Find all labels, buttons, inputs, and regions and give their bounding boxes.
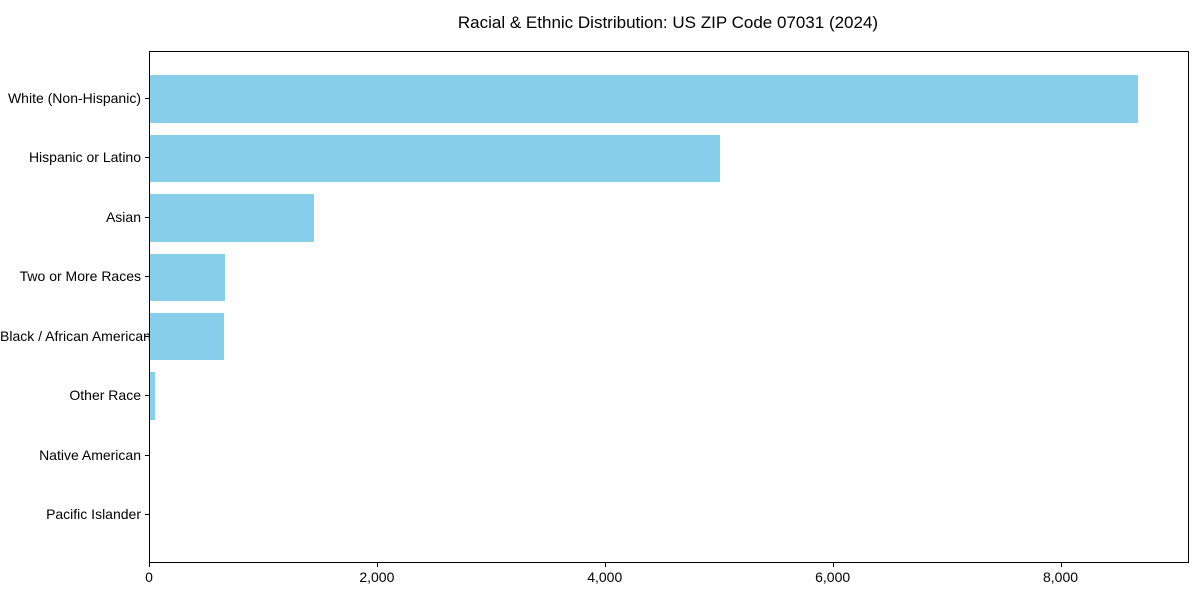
y-tick-mark — [145, 395, 149, 397]
x-tick-label: 6,000 — [815, 569, 851, 585]
y-tick-mark — [145, 276, 149, 278]
x-tick-mark — [832, 563, 834, 567]
y-tick-mark — [145, 157, 149, 159]
chart-title: Racial & Ethnic Distribution: US ZIP Cod… — [457, 13, 879, 32]
y-tick-label: Two or More Races — [19, 268, 141, 285]
y-tick-mark — [145, 454, 149, 456]
y-tick-mark — [145, 335, 149, 337]
x-tick-label: 2,000 — [359, 569, 395, 585]
y-tick-mark — [145, 216, 149, 218]
y-tick-label: Hispanic or Latino — [28, 149, 141, 166]
y-tick-label: White (Non-Hispanic) — [7, 89, 141, 106]
bar — [150, 75, 1139, 123]
y-tick-mark — [145, 97, 149, 99]
x-tick-mark — [149, 563, 150, 567]
x-tick-mark — [1060, 563, 1062, 567]
bar — [150, 372, 155, 420]
bar — [150, 253, 225, 302]
x-tick-mark — [604, 563, 606, 567]
x-tick-label: 4,000 — [587, 569, 623, 585]
bar — [150, 194, 315, 242]
plot-area — [149, 51, 1189, 563]
y-tick-mark — [145, 514, 149, 516]
y-tick-label: Other Race — [69, 387, 141, 404]
y-tick-label: Native American — [39, 446, 141, 463]
y-tick-label: Black / African American — [0, 327, 151, 344]
x-tick-label: 0 — [145, 569, 153, 585]
y-tick-label: Pacific Islander — [46, 506, 141, 523]
x-tick-label: 8,000 — [1042, 569, 1079, 585]
bar — [150, 312, 225, 361]
bar — [150, 134, 720, 183]
y-tick-label: Asian — [105, 208, 141, 225]
x-tick-mark — [376, 563, 378, 567]
